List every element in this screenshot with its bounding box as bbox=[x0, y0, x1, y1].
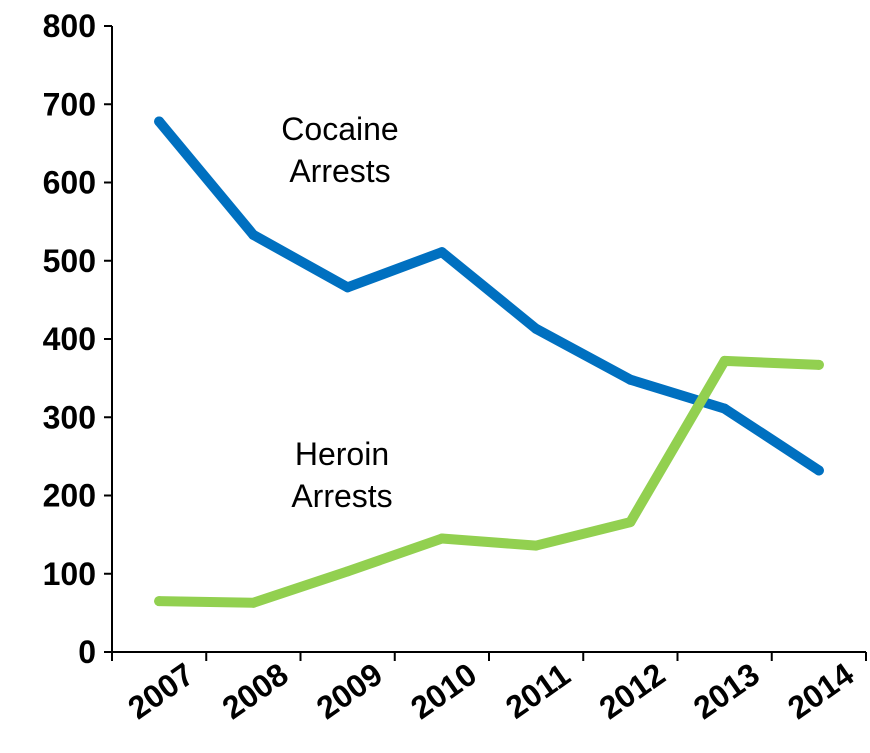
heroin-data-point bbox=[436, 533, 447, 544]
heroin-data-point bbox=[813, 359, 824, 370]
heroin-data-point bbox=[719, 355, 730, 366]
x-tick-label: 2013 bbox=[687, 656, 766, 726]
y-tick-label: 500 bbox=[43, 243, 96, 279]
heroin-arrests-line bbox=[154, 355, 824, 608]
x-tick-label: 2008 bbox=[216, 656, 295, 726]
x-tick-label: 2014 bbox=[781, 656, 860, 726]
cocaine-data-point bbox=[813, 465, 824, 476]
x-tick-label: 2011 bbox=[499, 656, 577, 725]
cocaine-data-point bbox=[625, 374, 636, 385]
cocaine-data-point bbox=[531, 323, 542, 334]
cocaine-data-point bbox=[248, 229, 259, 240]
x-tick-label: 2010 bbox=[404, 656, 483, 726]
y-tick-label: 600 bbox=[43, 165, 96, 201]
y-tick-label: 0 bbox=[78, 634, 96, 670]
x-tick-label: 2009 bbox=[310, 656, 389, 726]
y-tick-label: 300 bbox=[43, 399, 96, 435]
cocaine-data-point bbox=[154, 116, 165, 127]
heroin-annotation-line: Heroin bbox=[295, 436, 389, 472]
cocaine-data-point bbox=[719, 403, 730, 414]
series-layer bbox=[154, 116, 824, 608]
y-tick-label: 200 bbox=[43, 478, 96, 514]
cocaine-annotation-line: Arrests bbox=[289, 153, 390, 189]
y-ticks: 0 100 200 300 400 500 600 700 800 bbox=[43, 8, 112, 670]
y-tick-label: 800 bbox=[43, 8, 96, 44]
cocaine-arrests-line bbox=[154, 116, 824, 476]
heroin-data-point bbox=[248, 597, 259, 608]
cocaine-annotation-line: Cocaine bbox=[281, 111, 398, 147]
y-tick-label: 100 bbox=[43, 556, 96, 592]
y-tick-label: 700 bbox=[43, 86, 96, 122]
heroin-data-point bbox=[625, 517, 636, 528]
x-tick-label: 2007 bbox=[121, 656, 200, 726]
x-tick-label: 2012 bbox=[593, 656, 672, 726]
heroin-data-point bbox=[154, 596, 165, 607]
heroin-data-point bbox=[531, 540, 542, 551]
annotation-layer: Cocaine Arrests Heroin Arrests bbox=[281, 111, 398, 514]
y-tick-label: 400 bbox=[43, 321, 96, 357]
cocaine-data-point bbox=[436, 247, 447, 258]
heroin-data-point bbox=[342, 566, 353, 577]
x-ticks: 2007 2008 2009 2010 2011 2012 2013 2014 bbox=[111, 652, 867, 726]
heroin-annotation-line: Arrests bbox=[291, 478, 392, 514]
cocaine-data-point bbox=[342, 282, 353, 293]
